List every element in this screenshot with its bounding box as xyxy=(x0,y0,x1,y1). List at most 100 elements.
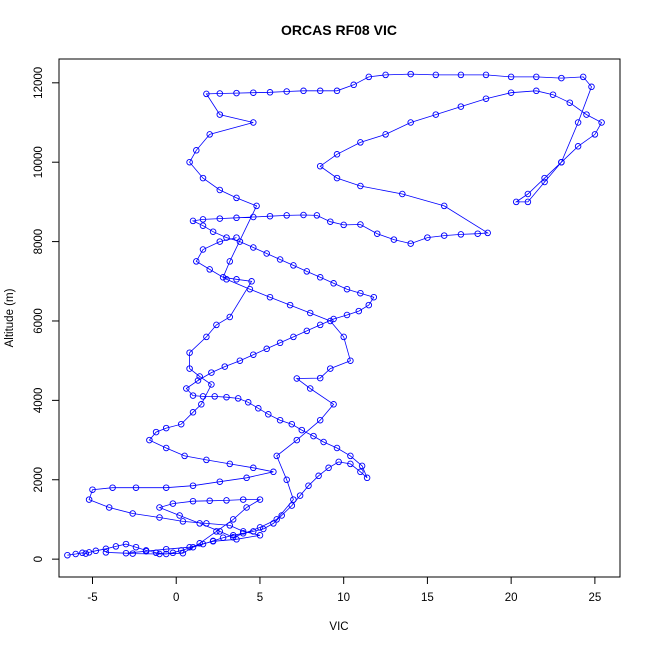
data-point xyxy=(189,392,197,399)
data-point xyxy=(266,293,274,301)
x-tick-label: 10 xyxy=(337,592,350,604)
data-point xyxy=(233,276,240,283)
data-point xyxy=(183,385,190,392)
y-tick-label: 2000 xyxy=(33,467,45,493)
data-point xyxy=(303,268,311,275)
data-point xyxy=(156,514,163,521)
data-point xyxy=(588,83,595,91)
x-tick-label: 15 xyxy=(421,592,434,604)
data-point xyxy=(300,87,307,95)
data-point xyxy=(382,131,389,138)
y-tick-label: 8000 xyxy=(33,229,45,255)
data-point xyxy=(216,186,224,194)
data-point xyxy=(533,73,540,81)
data-point xyxy=(276,416,284,424)
data-point xyxy=(335,458,342,466)
data-point xyxy=(512,198,520,206)
data-point xyxy=(347,452,354,460)
data-point xyxy=(226,258,234,265)
data-point xyxy=(248,278,255,285)
data-point xyxy=(72,550,79,558)
data-point xyxy=(382,71,389,79)
data-point xyxy=(109,484,116,491)
data-point xyxy=(189,409,197,416)
data-point xyxy=(286,301,294,309)
data-point xyxy=(129,510,136,517)
data-point xyxy=(343,311,351,319)
data-point xyxy=(250,351,257,358)
data-point xyxy=(591,131,599,138)
chart-title: ORCAS RF08 VIC xyxy=(281,22,397,38)
data-point xyxy=(216,528,224,535)
data-point xyxy=(273,516,280,523)
data-point xyxy=(189,217,197,225)
data-point xyxy=(300,211,307,219)
data-point xyxy=(208,369,215,376)
data-point xyxy=(365,301,373,309)
data-point xyxy=(558,74,565,82)
data-point xyxy=(316,416,324,424)
data-point xyxy=(290,262,297,269)
data-point xyxy=(579,73,587,81)
data-point xyxy=(162,550,170,558)
y-axis-label: Altitude (m) xyxy=(4,288,16,347)
data-point xyxy=(298,426,306,434)
data-point xyxy=(358,462,366,470)
data-point xyxy=(199,246,207,253)
data-point xyxy=(330,280,337,287)
data-point xyxy=(541,174,548,182)
data-point xyxy=(283,476,290,484)
data-point xyxy=(260,525,267,533)
data-point xyxy=(162,484,170,491)
data-point xyxy=(290,496,297,503)
data-point xyxy=(276,339,284,347)
data-point xyxy=(263,250,270,257)
data-point xyxy=(229,532,237,539)
data-point xyxy=(363,474,371,482)
data-point xyxy=(211,393,218,400)
data-point xyxy=(390,236,398,243)
data-point xyxy=(333,87,341,95)
data-point xyxy=(457,103,465,110)
data-point xyxy=(315,472,322,480)
data-point xyxy=(169,549,177,557)
data-point xyxy=(229,534,237,541)
data-point xyxy=(574,143,582,150)
data-point xyxy=(407,240,414,247)
x-tick-label: 25 xyxy=(588,592,601,604)
data-point xyxy=(424,234,431,241)
data-point xyxy=(265,411,272,418)
data-point xyxy=(229,516,237,523)
data-point xyxy=(102,545,110,553)
data-point xyxy=(112,543,120,550)
data-point xyxy=(266,89,274,96)
data-point xyxy=(236,357,244,364)
data-point xyxy=(198,401,205,408)
data-point xyxy=(194,377,202,384)
data-point xyxy=(176,512,183,519)
data-point xyxy=(142,547,150,555)
data-point xyxy=(250,119,257,126)
data-point xyxy=(316,274,324,281)
data-point xyxy=(206,131,213,138)
data-point xyxy=(256,524,264,531)
data-series xyxy=(64,70,605,559)
data-point xyxy=(474,230,481,237)
data-point xyxy=(320,438,327,446)
data-point xyxy=(310,432,317,440)
data-point xyxy=(223,393,230,401)
data-point xyxy=(213,321,220,329)
data-point xyxy=(146,436,153,444)
data-point xyxy=(199,216,207,223)
data-point xyxy=(239,528,247,535)
data-point xyxy=(209,228,217,235)
y-tick-label: 10000 xyxy=(33,146,45,178)
data-point xyxy=(357,139,364,146)
data-point xyxy=(316,162,324,170)
data-point xyxy=(196,373,203,380)
data-point xyxy=(152,549,160,557)
data-point xyxy=(276,256,284,263)
data-point xyxy=(330,401,337,408)
